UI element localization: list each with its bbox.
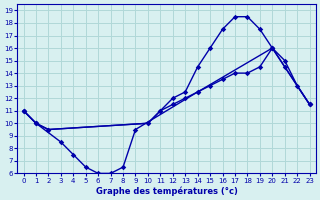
X-axis label: Graphe des températures (°c): Graphe des températures (°c) [96,186,237,196]
